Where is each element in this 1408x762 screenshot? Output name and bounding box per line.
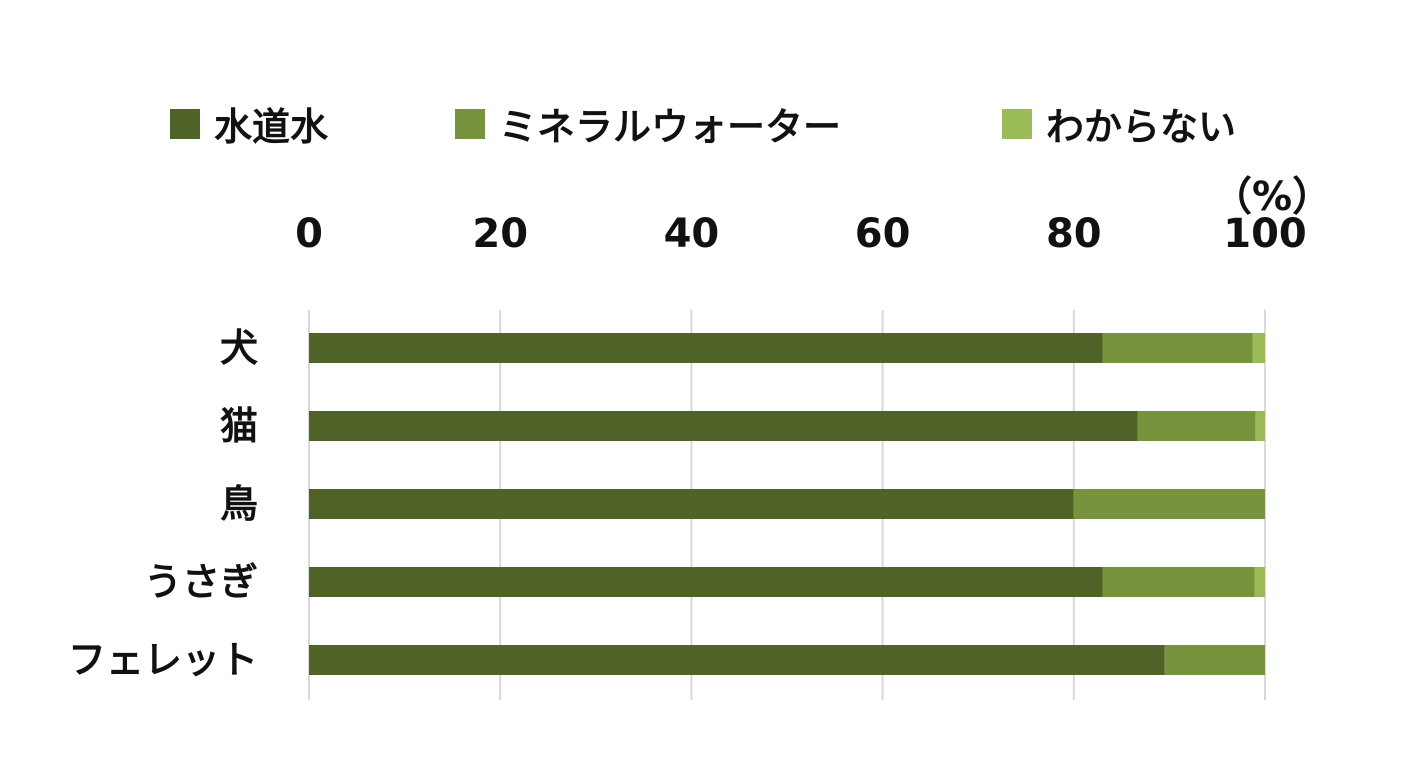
- x-tick-label-0: 0: [295, 211, 323, 257]
- bar-3-series-2: [1254, 567, 1265, 597]
- x-tick-label-60: 60: [855, 211, 911, 257]
- legend-label-mineral-water: ミネラルウォーター: [499, 105, 842, 149]
- legend-swatch-tap-water: [170, 108, 200, 139]
- legend: 水道水 ミネラルウォーター わからない: [0, 96, 1408, 149]
- category-label-3: うさぎ: [144, 560, 258, 604]
- legend-label-unknown: わからない: [1046, 105, 1237, 149]
- bar-3-series-1: [1102, 567, 1255, 597]
- category-label-2: 鳥: [220, 482, 258, 526]
- bar-1-series-0: [309, 411, 1138, 441]
- bar-0-series-2: [1252, 333, 1265, 363]
- legend-swatch-unknown: [1002, 108, 1032, 139]
- legend-item-unknown: わからない: [1002, 96, 1236, 151]
- x-tick-label-100: 100: [1223, 211, 1307, 257]
- x-tick-label-80: 80: [1046, 211, 1102, 257]
- legend-item-tap-water: 水道水: [170, 96, 328, 151]
- category-label-4: フェレット: [68, 638, 258, 682]
- bar-3-series-0: [309, 567, 1103, 597]
- bar-1-series-2: [1255, 411, 1265, 441]
- x-tick-label-20: 20: [472, 211, 528, 257]
- legend-item-mineral-water: ミネラルウォーター: [455, 96, 841, 151]
- x-tick-label-40: 40: [664, 211, 720, 257]
- bar-2-series-0: [309, 489, 1074, 519]
- legend-swatch-mineral-water: [455, 108, 485, 139]
- bar-4-series-1: [1164, 645, 1265, 675]
- bar-1-series-1: [1137, 411, 1256, 441]
- category-label-0: 犬: [220, 326, 258, 370]
- bar-4-series-0: [309, 645, 1165, 675]
- category-label-1: 猫: [220, 404, 258, 448]
- bar-2-series-1: [1073, 489, 1265, 519]
- bar-0-series-1: [1102, 333, 1253, 363]
- unit-label: （%）: [1212, 174, 1333, 220]
- legend-label-tap-water: 水道水: [214, 105, 329, 149]
- bar-0-series-0: [309, 333, 1103, 363]
